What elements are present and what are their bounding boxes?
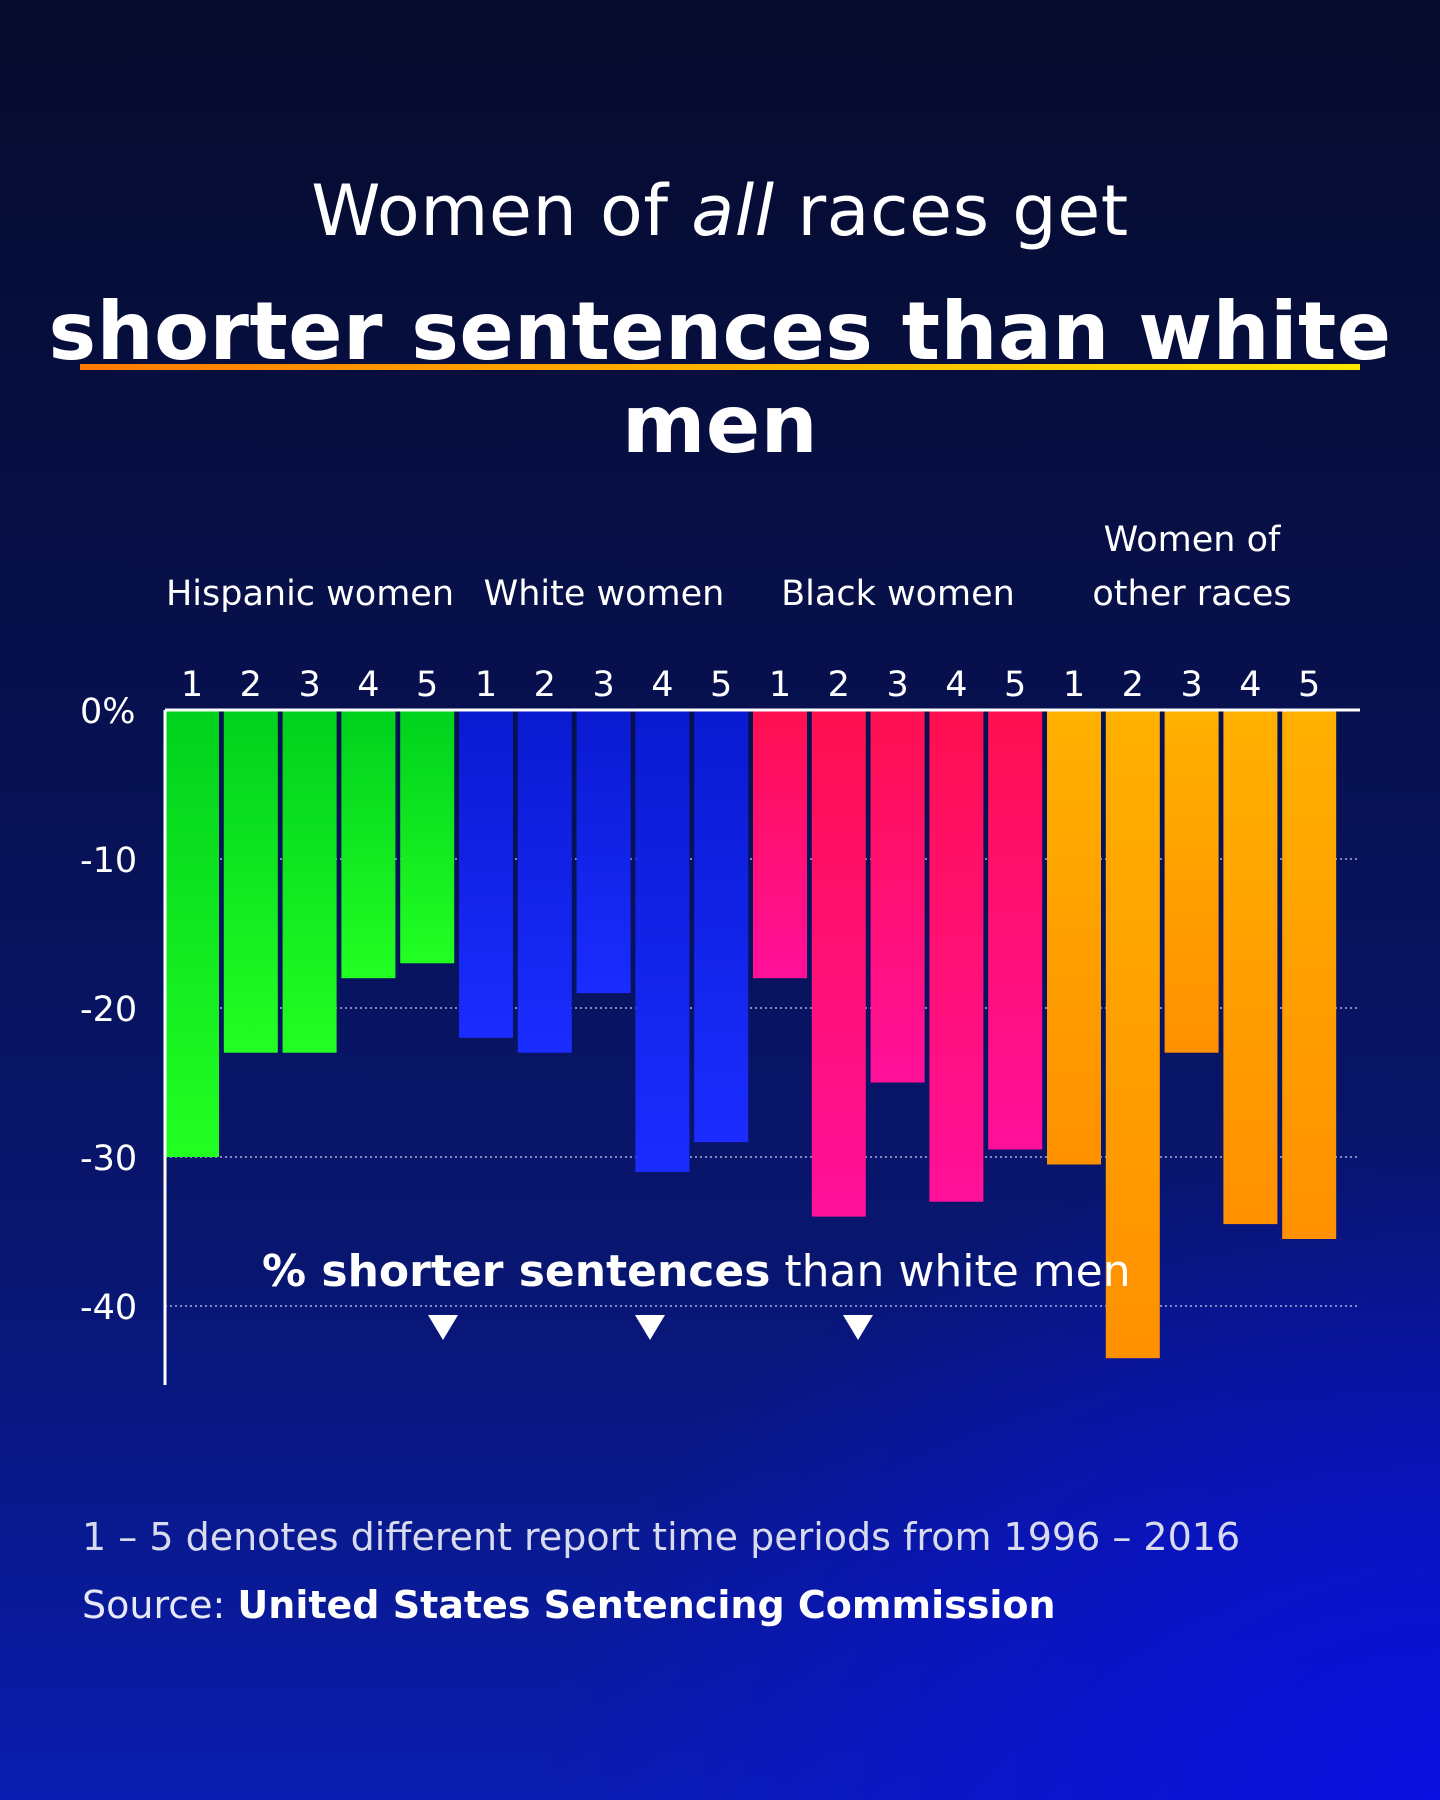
bar-women-of-other-races-5	[1282, 710, 1337, 1239]
bar-hispanic-women-3	[282, 710, 337, 1053]
period-label: 2	[240, 665, 262, 705]
y-tick-label: -20	[80, 990, 137, 1030]
bar-black-women-2	[811, 710, 866, 1217]
period-label: 3	[886, 665, 908, 705]
bar-black-women-3	[870, 710, 925, 1083]
title-underline	[80, 364, 1360, 370]
period-label: 3	[298, 665, 320, 705]
group-label: Hispanic women	[166, 574, 454, 614]
down-arrow-icon	[635, 1315, 665, 1340]
period-label: 3	[1180, 665, 1202, 705]
period-label: 4	[945, 665, 967, 705]
y-tick-label: 0%	[80, 692, 136, 732]
title-line-1: Women of all races get	[0, 170, 1440, 252]
source-label: Source:	[82, 1583, 238, 1627]
y-tick-label: -30	[80, 1139, 137, 1179]
title-line-2: shorter sentences than white men	[48, 285, 1392, 471]
period-label: 1	[475, 665, 497, 705]
down-arrow-icon	[428, 1315, 458, 1340]
bar-hispanic-women-4	[341, 710, 396, 979]
period-label: 1	[181, 665, 203, 705]
group-label: Women of	[1104, 520, 1281, 560]
down-arrow-icon	[843, 1315, 873, 1340]
bar-women-of-other-races-1	[1047, 710, 1101, 1165]
period-label: 2	[534, 665, 556, 705]
source-name: United States Sentencing Commission	[237, 1583, 1056, 1627]
period-label: 2	[828, 665, 850, 705]
bar-women-of-other-races-4	[1223, 710, 1278, 1225]
group-label: other races	[1092, 574, 1291, 614]
y-tick-label: -40	[80, 1288, 137, 1328]
axes	[163, 708, 1360, 1385]
grid-lines	[165, 858, 1360, 1307]
bar-white-women-3	[576, 710, 631, 994]
axis-annotation: % shorter sentences than white men	[262, 1246, 1131, 1297]
bar-black-women-4	[929, 710, 984, 1202]
bar-hispanic-women-1	[165, 710, 219, 1157]
period-label: 4	[357, 665, 379, 705]
y-tick-label: -10	[80, 841, 137, 881]
period-label: 4	[651, 665, 673, 705]
footnote: 1 – 5 denotes different report time peri…	[82, 1515, 1241, 1559]
bar-women-of-other-races-2	[1105, 710, 1160, 1359]
period-label: 1	[769, 665, 791, 705]
bar-white-women-2	[517, 710, 572, 1053]
bar-black-women-5	[988, 710, 1043, 1150]
period-label: 5	[416, 665, 438, 705]
bar-hispanic-women-5	[400, 710, 455, 964]
source-line: Source: United States Sentencing Commiss…	[82, 1583, 1056, 1627]
bar-white-women-4	[635, 710, 690, 1172]
bars	[165, 710, 1337, 1359]
title-prefix: Women of	[311, 170, 692, 252]
period-label: 4	[1239, 665, 1261, 705]
group-label: White women	[484, 574, 725, 614]
bar-white-women-5	[694, 710, 749, 1143]
group-label: Black women	[781, 574, 1015, 614]
period-label: 5	[710, 665, 732, 705]
bar-white-women-1	[459, 710, 513, 1038]
period-label: 1	[1063, 665, 1085, 705]
title-suffix: races get	[774, 170, 1129, 252]
bar-women-of-other-races-3	[1164, 710, 1219, 1053]
bar-black-women-1	[753, 710, 807, 979]
period-label: 5	[1298, 665, 1320, 705]
period-label: 2	[1122, 665, 1144, 705]
title-emphasis: all	[691, 170, 775, 252]
period-label: 3	[592, 665, 614, 705]
bar-hispanic-women-2	[223, 710, 278, 1053]
period-label: 5	[1004, 665, 1026, 705]
